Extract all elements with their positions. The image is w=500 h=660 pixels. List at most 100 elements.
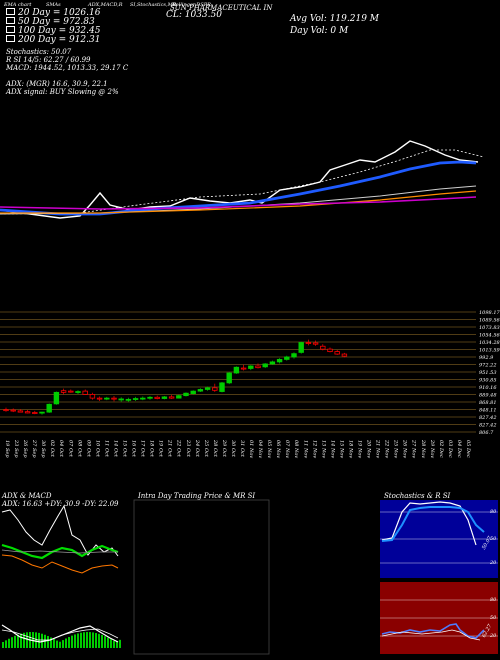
candle-body xyxy=(298,342,304,353)
rsi-axis-50: 50 xyxy=(490,615,497,621)
candle-body xyxy=(125,398,132,401)
legend-label: 50 Day = 972.83 xyxy=(18,17,95,27)
date-tick-label: 21 Oct xyxy=(167,439,173,458)
legend-label: 20 Day = 1026.16 xyxy=(18,8,101,18)
close-price: CL: 1033.50 xyxy=(166,10,222,20)
date-tick-label: 22 Oct xyxy=(176,439,182,458)
price-tick-label: 910.16 xyxy=(479,385,497,391)
intraday-panel-title: Intra Day Trading Price & MR SI xyxy=(138,492,256,500)
sma200-line xyxy=(0,190,477,214)
candle-body xyxy=(17,410,24,413)
macd-bar xyxy=(53,638,55,648)
macd-bar xyxy=(20,633,22,648)
sma-legend-item: 20 Day = 1026.16 xyxy=(6,8,100,18)
date-tick-label: 30 Oct xyxy=(230,440,236,458)
price-tick-label: 1073.83 xyxy=(479,325,500,331)
macd-bar xyxy=(11,637,13,648)
candle-body xyxy=(262,363,268,368)
date-tick-label: 04 Oct xyxy=(58,440,64,458)
date-tick-label: 02 Dec xyxy=(438,440,444,458)
candle-body xyxy=(341,353,348,357)
rsi-line xyxy=(381,623,485,639)
rsi-axis-20: 20 xyxy=(490,633,497,639)
legend-swatch xyxy=(6,8,15,15)
price-tick-label: 848.11 xyxy=(479,408,497,414)
macd-bar xyxy=(98,633,100,648)
rsi-axis-80: 80 xyxy=(490,597,497,603)
macd-bar xyxy=(74,634,76,648)
intraday-panel xyxy=(133,499,270,655)
date-tick-label: 18 Nov xyxy=(347,440,353,458)
date-tick-label: 19 Nov xyxy=(357,440,363,458)
date-tick-label: 05 Dec xyxy=(465,440,471,458)
candle-body xyxy=(89,394,96,399)
date-tick-label: 08 Oct xyxy=(76,440,82,458)
candle-body xyxy=(305,342,312,344)
candles xyxy=(3,339,348,415)
legend-label: 200 Day = 912.31 xyxy=(18,35,101,45)
header-ema_hdr: EMA chart xyxy=(4,2,32,8)
macd-bar xyxy=(101,634,103,648)
price-tick-label: 889.48 xyxy=(479,393,497,399)
candle-body xyxy=(255,365,261,369)
price-tick-label: 972.22 xyxy=(479,363,497,369)
candle-body xyxy=(82,390,88,395)
adx-line xyxy=(1,504,119,557)
candle-body xyxy=(46,403,52,413)
macd-bar xyxy=(65,638,67,648)
candle-body xyxy=(24,411,31,414)
price-tick-label: 1034.28 xyxy=(479,340,500,346)
candle-body xyxy=(161,396,168,399)
candle-body xyxy=(111,397,117,400)
candle-body xyxy=(334,351,340,355)
rsi-white-line xyxy=(381,629,481,641)
legend-label: 100 Day = 932.45 xyxy=(18,26,101,36)
price-tick-label: 806.7 xyxy=(479,430,494,436)
candle-body xyxy=(327,348,333,352)
price-tick-label: 827.42 xyxy=(479,415,497,421)
macd-bar xyxy=(80,632,82,648)
adx-value: ADX: (MGR) 16.6, 30.9, 22.1 xyxy=(6,80,108,88)
date-tick-label: 17 Oct xyxy=(140,440,146,458)
candle-body xyxy=(32,412,38,414)
candle-body xyxy=(233,366,240,374)
date-tick-label: 15 Nov xyxy=(338,440,344,458)
header-ss_hdr: SI,Stochastics,MR xyxy=(130,2,177,8)
date-tick-label: 01 Nov xyxy=(248,440,254,458)
price-tick-label: 868.81 xyxy=(479,400,497,406)
date-tick-label: 19 Oct xyxy=(158,440,164,458)
macd-bar xyxy=(104,636,106,648)
avg-volume: Avg Vol: 119.219 M xyxy=(290,14,379,24)
candle-body xyxy=(276,359,283,363)
macd-bar xyxy=(110,639,112,648)
date-tick-label: 27 Sep xyxy=(31,439,37,458)
macd-bar xyxy=(95,633,97,648)
macd-bar xyxy=(41,633,43,648)
adx-grey-line xyxy=(1,549,118,554)
date-tick-label: 03 Dec xyxy=(447,440,453,458)
minus-di-line xyxy=(1,554,119,574)
date-tick-label: 05 Nov xyxy=(266,440,272,458)
macd-bar xyxy=(68,636,70,648)
candle-body xyxy=(320,345,326,350)
candle-body xyxy=(75,391,81,393)
macd-bar xyxy=(8,638,10,648)
candle-body xyxy=(154,396,160,399)
date-tick-label: 16 Oct xyxy=(131,440,137,458)
candle-body xyxy=(197,389,204,392)
macd-bar xyxy=(89,632,91,648)
macd-bar xyxy=(26,632,28,648)
date-tick-label: 28 Nov xyxy=(420,439,426,458)
date-tick-label: 22 Nov xyxy=(384,439,390,458)
date-tick-label: 29 Nov xyxy=(429,439,435,458)
date-tick-label: 14 Oct xyxy=(112,440,118,458)
sma50-line xyxy=(0,160,477,216)
candle-body xyxy=(240,367,247,370)
header-adx_hdr: ADX,MACD,R xyxy=(88,2,123,8)
candle-body xyxy=(291,353,297,358)
stoch-k-line xyxy=(381,501,477,546)
candle-body xyxy=(147,396,153,399)
macd-bar xyxy=(50,637,52,648)
sma-legend-item: 50 Day = 972.83 xyxy=(6,17,95,27)
